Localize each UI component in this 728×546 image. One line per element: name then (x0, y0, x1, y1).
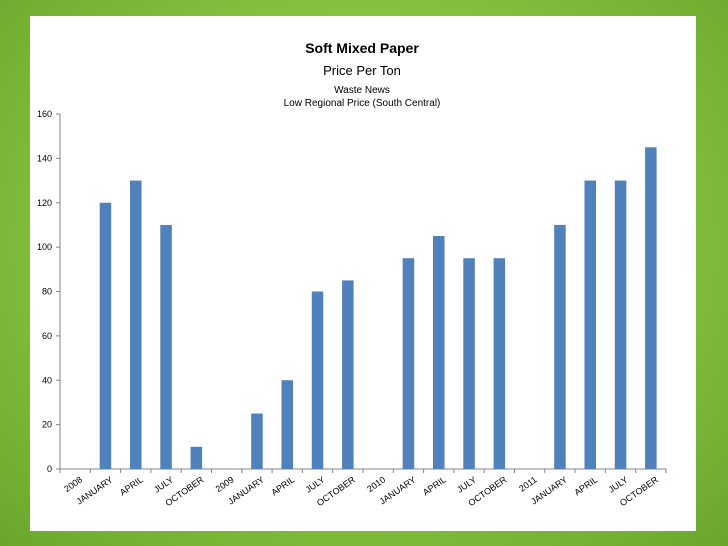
chart-frame: Soft Mixed Paper Price Per Ton Waste New… (30, 16, 696, 531)
bar (311, 291, 324, 469)
chart-title: Soft Mixed Paper (305, 40, 419, 56)
bar (160, 224, 172, 469)
bar (432, 236, 445, 469)
bar (584, 180, 597, 469)
x-tick-label: 2011 (517, 474, 539, 493)
bar (493, 258, 506, 469)
bar (463, 258, 475, 469)
y-tick-label: 120 (37, 198, 52, 208)
y-tick-label: 140 (37, 153, 52, 163)
chart-source-line-1: Waste News (334, 85, 390, 96)
x-tick-label: 2009 (214, 474, 236, 494)
y-tick-label: 60 (42, 331, 52, 341)
bar (129, 180, 142, 469)
x-tick-label: APRIL (572, 474, 599, 497)
bar (342, 280, 354, 469)
x-tick-label: APRIL (421, 474, 448, 497)
bar (99, 202, 112, 469)
x-tick-label: 2008 (62, 474, 84, 494)
y-tick-label: 160 (37, 109, 52, 119)
y-tick-label: 80 (42, 287, 52, 297)
y-tick-label: 20 (42, 420, 52, 430)
bar (614, 180, 627, 469)
x-tick-label: JULY (152, 474, 175, 494)
y-tick-label: 100 (37, 242, 52, 252)
y-tick-label: 0 (47, 464, 52, 474)
bar (281, 380, 294, 469)
chart-subtitle: Price Per Ton (323, 63, 401, 78)
bar (251, 413, 263, 469)
x-tick-label: JULY (455, 474, 478, 494)
bar-chart: Soft Mixed Paper Price Per Ton Waste New… (37, 40, 667, 508)
bar (645, 147, 657, 469)
x-tick-label: 2010 (365, 474, 387, 494)
y-tick-label: 40 (42, 375, 52, 385)
x-tick-label: APRIL (118, 474, 145, 497)
x-tick-label: APRIL (269, 474, 296, 497)
bar (402, 258, 415, 469)
bar (190, 446, 203, 469)
bar (554, 224, 566, 469)
chart-source-line-2: Low Regional Price (South Central) (284, 98, 441, 109)
x-tick-label: JULY (606, 474, 629, 494)
x-tick-label: JULY (303, 474, 326, 494)
